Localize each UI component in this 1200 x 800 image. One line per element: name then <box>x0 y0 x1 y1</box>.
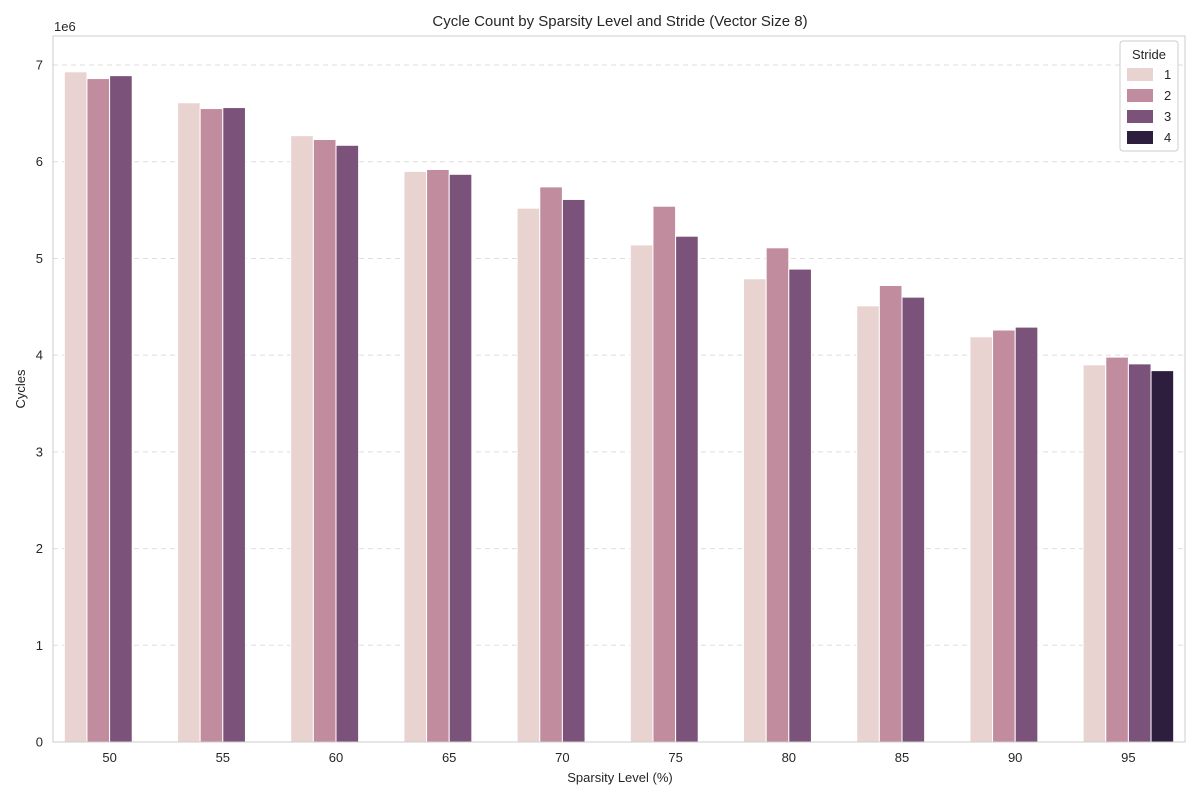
legend-label-stride-2: 2 <box>1164 88 1171 103</box>
y-tick-label: 0 <box>36 735 43 750</box>
legend-label-stride-3: 3 <box>1164 109 1171 124</box>
legend-items: 1 2 3 4 <box>1127 67 1171 145</box>
bar-stride-3-sparsity-50 <box>109 75 133 743</box>
bar-stride-2-sparsity-95 <box>1105 356 1129 743</box>
bar-stride-2-sparsity-70 <box>539 186 563 743</box>
plot-frame <box>52 35 1186 743</box>
x-tick-label: 95 <box>1121 750 1135 765</box>
bar-stride-1-sparsity-65 <box>403 170 428 743</box>
bar-stride-2-sparsity-65 <box>426 168 450 743</box>
x-tick-label: 65 <box>442 750 456 765</box>
bars <box>63 71 1175 743</box>
bar-stride-1-sparsity-95 <box>1082 364 1107 743</box>
x-tick-label: 50 <box>102 750 116 765</box>
y-tick-label: 4 <box>36 348 43 363</box>
bar-stride-3-sparsity-55 <box>222 107 246 743</box>
x-axis-label: Sparsity Level (%) <box>567 770 672 785</box>
bar-stride-2-sparsity-50 <box>86 78 111 743</box>
y-offset-text: 1e6 <box>54 19 76 34</box>
y-tick-label: 6 <box>36 154 43 169</box>
x-tick-label: 85 <box>895 750 909 765</box>
legend-title: Stride <box>1132 47 1166 62</box>
bar-stride-3-sparsity-90 <box>1014 326 1039 743</box>
bar-stride-1-sparsity-90 <box>969 336 994 743</box>
bar-stride-1-sparsity-70 <box>516 207 541 743</box>
y-tick-label: 3 <box>36 444 43 459</box>
bar-stride-2-sparsity-90 <box>992 329 1016 743</box>
bar-stride-2-sparsity-75 <box>652 205 677 743</box>
legend: Stride 1 2 3 4 <box>1119 40 1179 152</box>
x-tick-label: 75 <box>668 750 682 765</box>
x-tick-label: 90 <box>1008 750 1022 765</box>
x-tick-labels: 50 55 60 65 70 75 80 85 90 95 <box>102 750 1135 765</box>
y-tick-label: 5 <box>36 251 43 266</box>
y-tick-labels: 0 1 2 3 4 5 6 7 <box>36 58 43 750</box>
legend-swatch-stride-1 <box>1127 68 1153 81</box>
bar-stride-3-sparsity-70 <box>561 198 586 743</box>
bar-stride-1-sparsity-50 <box>63 71 88 743</box>
bar-stride-4-sparsity-95 <box>1150 370 1175 743</box>
bar-stride-3-sparsity-80 <box>788 268 812 743</box>
bar-stride-3-sparsity-95 <box>1127 363 1152 743</box>
y-tick-label: 2 <box>36 541 43 556</box>
legend-swatch-stride-2 <box>1127 89 1153 102</box>
legend-label-stride-4: 4 <box>1164 130 1171 145</box>
bar-stride-2-sparsity-55 <box>199 108 224 743</box>
bar-stride-3-sparsity-85 <box>901 296 926 743</box>
bar-stride-3-sparsity-75 <box>675 235 699 743</box>
x-tick-label: 80 <box>782 750 796 765</box>
legend-swatch-stride-4 <box>1127 131 1153 144</box>
bar-stride-1-sparsity-60 <box>290 135 314 743</box>
bar-stride-1-sparsity-55 <box>177 102 201 743</box>
chart-title: Cycle Count by Sparsity Level and Stride… <box>432 13 807 30</box>
bar-stride-3-sparsity-60 <box>335 144 360 743</box>
bar-stride-2-sparsity-60 <box>312 138 337 743</box>
bar-stride-1-sparsity-75 <box>629 244 654 743</box>
bar-stride-3-sparsity-65 <box>448 173 473 743</box>
y-tick-label: 1 <box>36 638 43 653</box>
bar-stride-1-sparsity-85 <box>856 305 880 743</box>
y-tick-label: 7 <box>36 58 43 73</box>
legend-label-stride-1: 1 <box>1164 67 1171 82</box>
x-tick-label: 60 <box>329 750 343 765</box>
bar-stride-2-sparsity-80 <box>765 247 790 743</box>
bar-stride-1-sparsity-80 <box>743 278 767 743</box>
x-tick-label: 55 <box>216 750 230 765</box>
x-tick-label: 70 <box>555 750 569 765</box>
y-axis-label: Cycles <box>13 369 28 409</box>
bar-stride-2-sparsity-85 <box>878 285 903 743</box>
legend-swatch-stride-3 <box>1127 110 1153 123</box>
